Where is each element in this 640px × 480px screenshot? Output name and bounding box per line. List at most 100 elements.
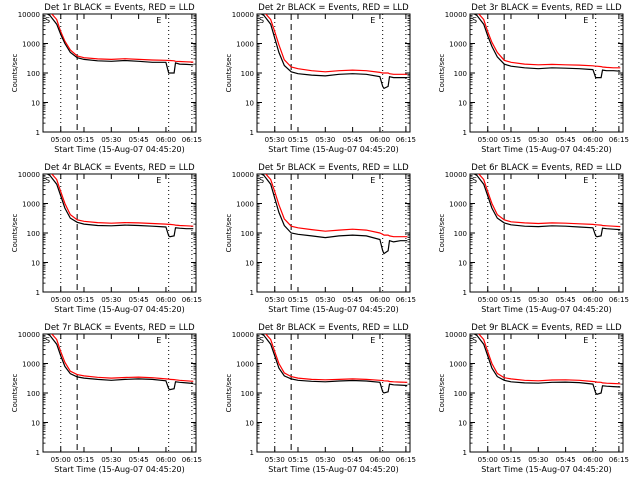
plot-frame xyxy=(256,333,411,453)
x-tick-label: 06:15 xyxy=(396,456,416,464)
x-tick-label: 06:00 xyxy=(370,296,390,304)
panel-title: Det 6r BLACK = Events, RED = LLD xyxy=(471,163,622,173)
start-marker-label: S xyxy=(259,16,264,25)
end-marker-label: E xyxy=(583,176,588,185)
x-axis-label: Start Time (15-Aug-07 04:45:20) xyxy=(54,305,185,314)
y-axis-label: Counts/sec xyxy=(225,214,233,253)
x-tick-label: 05:45 xyxy=(556,296,576,304)
x-tick-label: 05:00 xyxy=(478,456,498,464)
x-tick-label: 05:15 xyxy=(74,296,94,304)
x-tick-label: 05:30 xyxy=(528,136,548,144)
y-tick-label: 100 xyxy=(27,390,40,398)
y-tick-label: 10000 xyxy=(232,331,254,339)
y-tick-label: 10 xyxy=(245,100,254,108)
lld-series-line xyxy=(265,334,408,383)
y-tick-label: 1 xyxy=(36,449,40,457)
start-marker-label: S xyxy=(472,16,477,25)
x-tick-label: 05:45 xyxy=(343,456,363,464)
events-series-line xyxy=(260,14,408,90)
x-tick-label: 05:00 xyxy=(51,136,71,144)
y-tick-label: 10000 xyxy=(18,11,40,19)
y-axis-label: Counts/sec xyxy=(225,374,233,413)
x-tick-label: 06:15 xyxy=(396,296,416,304)
x-tick-label: 06:15 xyxy=(609,136,629,144)
plot-frame xyxy=(256,173,411,293)
y-tick-label: 1 xyxy=(463,289,467,297)
events-series-line xyxy=(473,14,621,79)
x-tick-label: 05:30 xyxy=(101,296,121,304)
x-tick-label: 05:45 xyxy=(556,456,576,464)
end-marker-label: E xyxy=(583,16,588,25)
y-tick-label: 10000 xyxy=(232,11,254,19)
start-marker-label: S xyxy=(259,336,264,345)
panel-title: Det 3r BLACK = Events, RED = LLD xyxy=(471,3,622,13)
x-axis-label: Start Time (15-Aug-07 04:45:20) xyxy=(268,305,399,314)
panel-det-3r: Det 3r BLACK = Events, RED = LLD 1 10 100 10… xyxy=(438,3,629,154)
x-tick-label: 06:15 xyxy=(182,456,202,464)
x-tick-label: 06:15 xyxy=(182,296,202,304)
y-axis-label: Counts/sec xyxy=(438,374,446,413)
x-tick-label: 05:00 xyxy=(51,296,71,304)
x-tick-label: 06:00 xyxy=(156,296,176,304)
events-series-line xyxy=(473,334,621,395)
x-tick-label: 06:00 xyxy=(583,296,603,304)
y-tick-label: 1000 xyxy=(449,41,467,49)
x-tick-label: 05:15 xyxy=(501,296,521,304)
events-series-line xyxy=(260,334,408,394)
x-tick-label: 05:30 xyxy=(265,456,285,464)
panel-title: Det 9r BLACK = Events, RED = LLD xyxy=(471,323,622,333)
panel-det-1r: Det 1r BLACK = Events, RED = LLD 1 10 100 10… xyxy=(11,3,202,154)
y-tick-label: 10000 xyxy=(445,171,467,179)
events-series-line xyxy=(260,174,408,255)
x-tick-label: 06:00 xyxy=(583,136,603,144)
panel-title: Det 8r BLACK = Events, RED = LLD xyxy=(258,323,409,333)
lld-series-line xyxy=(51,174,194,227)
y-tick-label: 1000 xyxy=(22,41,40,49)
y-tick-label: 1 xyxy=(250,289,254,297)
x-tick-label: 05:15 xyxy=(288,136,308,144)
start-marker-label: S xyxy=(472,336,477,345)
y-axis-label: Counts/sec xyxy=(11,374,19,413)
lld-series-line xyxy=(478,14,621,69)
y-tick-label: 10000 xyxy=(445,331,467,339)
y-tick-label: 100 xyxy=(27,230,40,238)
y-tick-label: 10 xyxy=(245,420,254,428)
x-tick-label: 05:15 xyxy=(288,456,308,464)
x-tick-label: 05:45 xyxy=(129,296,149,304)
end-marker-label: E xyxy=(370,16,375,25)
x-tick-label: 05:30 xyxy=(101,136,121,144)
x-tick-label: 06:15 xyxy=(609,456,629,464)
y-tick-label: 10000 xyxy=(18,171,40,179)
y-tick-label: 1 xyxy=(36,129,40,137)
y-tick-label: 100 xyxy=(454,230,467,238)
events-series-line xyxy=(46,14,194,74)
y-tick-label: 1 xyxy=(250,449,254,457)
plot-frame xyxy=(42,333,197,453)
y-tick-label: 1000 xyxy=(449,201,467,209)
x-tick-label: 05:15 xyxy=(501,456,521,464)
panel-det-9r: Det 9r BLACK = Events, RED = LLD 1 10 100 10… xyxy=(438,323,629,474)
plot-frame xyxy=(42,173,197,293)
end-marker-label: E xyxy=(583,336,588,345)
end-marker-label: E xyxy=(156,176,161,185)
events-series-line xyxy=(46,334,194,391)
panel-title: Det 1r BLACK = Events, RED = LLD xyxy=(44,3,195,13)
x-tick-label: 05:45 xyxy=(556,136,576,144)
start-marker-label: S xyxy=(45,16,50,25)
end-marker-label: E xyxy=(370,336,375,345)
end-marker-label: E xyxy=(156,16,161,25)
y-tick-label: 1 xyxy=(36,289,40,297)
y-tick-label: 100 xyxy=(27,70,40,78)
lld-series-line xyxy=(265,174,408,238)
x-tick-label: 05:30 xyxy=(315,136,335,144)
y-axis-label: Counts/sec xyxy=(225,54,233,93)
x-tick-label: 05:30 xyxy=(315,456,335,464)
x-tick-label: 05:30 xyxy=(528,456,548,464)
events-series-line xyxy=(473,174,621,238)
x-tick-label: 05:15 xyxy=(74,136,94,144)
events-series-line xyxy=(46,174,194,238)
end-marker-label: E xyxy=(156,336,161,345)
x-tick-label: 06:00 xyxy=(370,456,390,464)
lld-series-line xyxy=(478,174,621,228)
